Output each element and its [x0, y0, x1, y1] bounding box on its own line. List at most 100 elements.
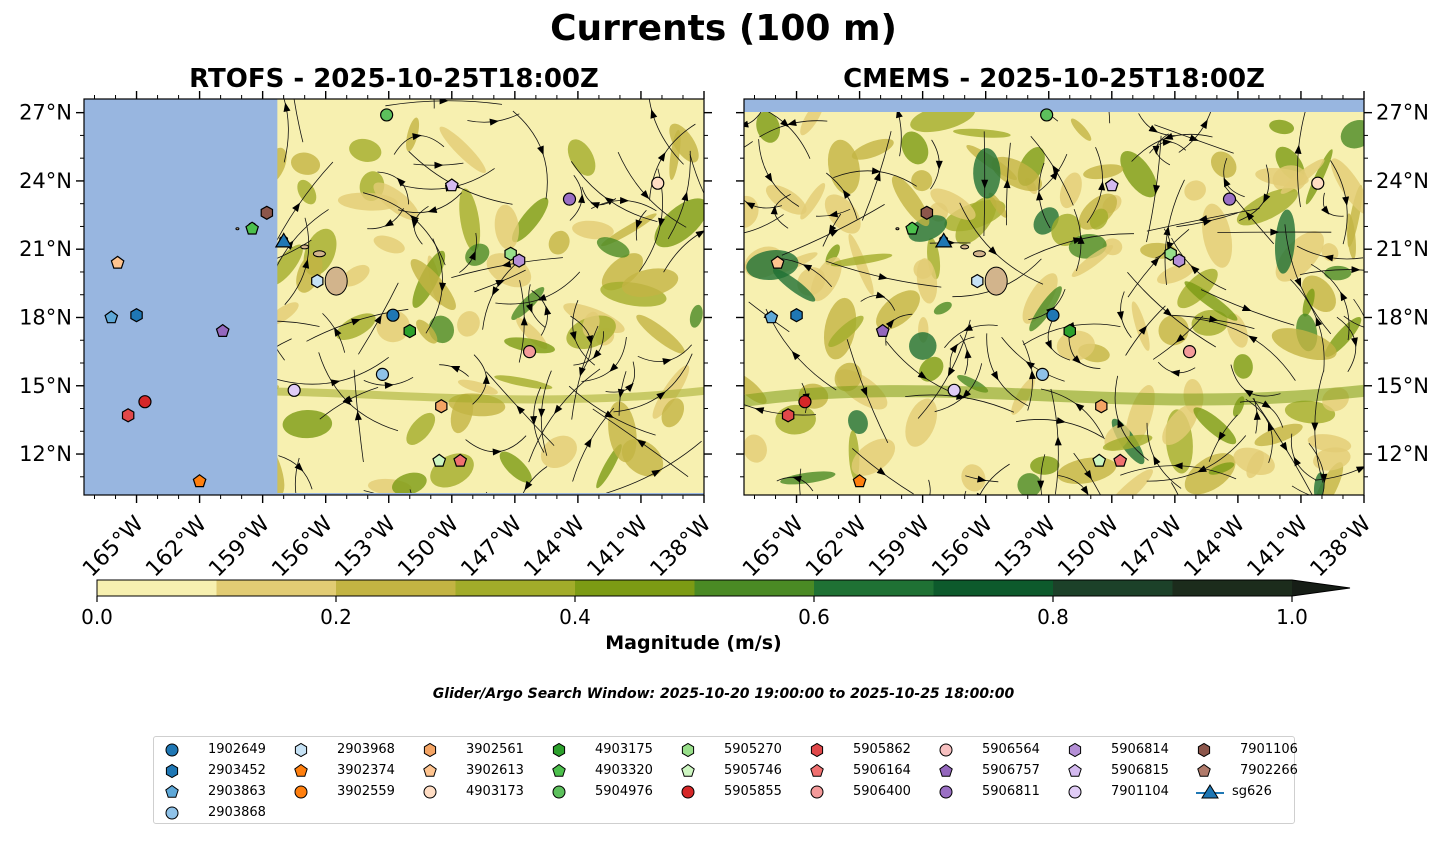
lat-tick-label: 15°N — [1376, 374, 1429, 398]
lon-tick-label: 165°W — [738, 511, 809, 582]
legend-item-5906164: 5906164 — [809, 760, 911, 781]
legend-item-label: 5906757 — [982, 763, 1040, 778]
legend-item-2903868: 2903868 — [164, 802, 266, 823]
legend-item-label: 5905862 — [853, 742, 911, 757]
legend-item-label: 2903452 — [208, 763, 266, 778]
legend-item-label: 4903175 — [595, 742, 653, 757]
lat-tick-label: 12°N — [19, 442, 72, 466]
platform-marker-cmems-5906757 — [875, 323, 890, 337]
legend-marker-icon — [165, 806, 179, 819]
legend-item-label: 5906564 — [982, 742, 1040, 757]
lon-tick-label: 162°W — [141, 511, 212, 582]
legend-marker-icon — [1068, 785, 1082, 798]
platform-marker-cmems-5906400 — [1182, 345, 1197, 359]
lon-tick-label: 153°W — [990, 511, 1061, 582]
platform-marker-cmems-sg626 — [934, 232, 953, 248]
legend-item-label: 2903863 — [208, 784, 266, 799]
legend-item-2903452: 2903452 — [164, 760, 266, 781]
platform-marker-rtofs-5906811 — [562, 192, 577, 206]
platform-marker-rtofs-4903175 — [403, 323, 416, 339]
platform-marker-rtofs-5905746 — [432, 453, 447, 467]
platform-marker-cmems-7901106 — [920, 205, 934, 220]
platform-marker-cmems-3902613 — [770, 255, 785, 269]
legend-item-label: 1902649 — [208, 742, 266, 757]
platform-marker-rtofs-4903320 — [245, 221, 260, 235]
lon-tick-label: 138°W — [646, 511, 717, 582]
legend-marker-icon — [165, 784, 179, 798]
legend-marker-icon — [939, 763, 953, 777]
colorbar-label: Magnitude (m/s) — [605, 632, 782, 654]
colorbar: 0.0 0.2 0.4 0.6 0.8 1.0 — [81, 579, 1351, 629]
legend-item-5906815: 5906815 — [1067, 760, 1169, 781]
lat-tick-label: 27°N — [19, 101, 72, 125]
legend-marker-icon — [294, 763, 308, 777]
legend-item-1902649: 1902649 — [164, 739, 266, 760]
search-window-text: Glider/Argo Search Window: 2025-10-20 19… — [432, 686, 1015, 702]
colorbar-extend-arrow — [1292, 580, 1350, 596]
lon-tick-label: 165°W — [78, 511, 149, 582]
legend-item-4903173: 4903173 — [422, 781, 524, 802]
platform-marker-cmems-5906814 — [1172, 253, 1186, 268]
legend-marker-icon — [1068, 763, 1082, 777]
legend-item-label: 2903868 — [208, 805, 266, 820]
legend-marker-icon — [1197, 742, 1211, 757]
panel-title-cmems: CMEMS - 2025-10-25T18:00Z — [843, 64, 1265, 94]
colorbar-tick-label: 0.4 — [559, 605, 591, 629]
colorbar-tick-label: 1.0 — [1276, 605, 1308, 629]
legend-marker-icon — [552, 785, 566, 798]
platform-marker-rtofs-2903452 — [130, 308, 143, 323]
platform-marker-cmems-5906164 — [1113, 453, 1128, 467]
island-5 — [235, 227, 240, 231]
platform-marker-cmems-2903452 — [790, 308, 803, 323]
legend-marker-icon — [1196, 783, 1224, 798]
island-1 — [972, 250, 986, 258]
legend-item-2903863: 2903863 — [164, 781, 266, 802]
legend-item-label: 5906814 — [1111, 742, 1169, 757]
lat-tick-label: 24°N — [1376, 169, 1429, 193]
platform-marker-cmems-7901104 — [947, 383, 961, 397]
platform-marker-cmems-5906811 — [1222, 192, 1237, 206]
legend-marker-icon — [165, 763, 179, 778]
legend-item-label: 5906400 — [853, 784, 911, 799]
colorbar-bin — [97, 580, 217, 596]
legend-item-5906811: 5906811 — [938, 781, 1040, 802]
legend-item-3902561: 3902561 — [422, 739, 524, 760]
colorbar-bin — [694, 580, 815, 596]
legend-item-label: 4903320 — [595, 763, 653, 778]
island-0 — [324, 266, 348, 296]
lon-tick-label: 141°W — [583, 511, 654, 582]
lon-tick-label: 153°W — [330, 511, 401, 582]
legend-item-label: 5906164 — [853, 763, 911, 778]
platform-marker-cmems-4903173 — [1311, 176, 1325, 190]
legend-marker-icon — [552, 742, 566, 757]
legend-item-label: 5905746 — [724, 763, 782, 778]
legend-item-5906814: 5906814 — [1067, 739, 1169, 760]
platform-marker-rtofs-5905855 — [138, 395, 152, 409]
colorbar-bin — [336, 580, 456, 596]
lon-tick-label: 156°W — [267, 511, 338, 582]
platform-marker-rtofs-2903968 — [311, 273, 324, 289]
legend-marker-icon — [681, 742, 695, 757]
legend-item-label: 4903173 — [466, 784, 524, 799]
legend-marker-icon — [552, 763, 566, 777]
platform-marker-rtofs-7901106 — [260, 205, 274, 220]
platform-marker-rtofs-5906815 — [444, 178, 459, 192]
lon-tick-label: 147°W — [457, 511, 528, 582]
platform-legend: 1902649 2903452 2903863 2903868 2903968 39023… — [153, 736, 1298, 824]
legend-item-label: 3902559 — [337, 784, 395, 799]
lat-tick-label: 18°N — [1376, 305, 1429, 329]
legend-item-3902613: 3902613 — [422, 760, 524, 781]
lon-tick-label: 144°W — [520, 511, 591, 582]
platform-marker-cmems-3902561 — [1095, 399, 1108, 414]
legend-marker-icon — [681, 763, 695, 777]
colorbar-bin — [1053, 580, 1173, 596]
lon-tick-label: 150°W — [394, 511, 465, 582]
legend-item-label: 3902374 — [337, 763, 395, 778]
legend-item-7902266: 7902266 — [1196, 760, 1298, 781]
lon-tick-label: 141°W — [1243, 511, 1314, 582]
cmems-map-panel — [743, 98, 1365, 496]
legend-item-label: sg626 — [1232, 784, 1272, 799]
platform-marker-rtofs-5906164 — [453, 453, 468, 467]
legend-item-7901106: 7901106 — [1196, 739, 1298, 760]
legend-item-label: 5905855 — [724, 784, 782, 799]
